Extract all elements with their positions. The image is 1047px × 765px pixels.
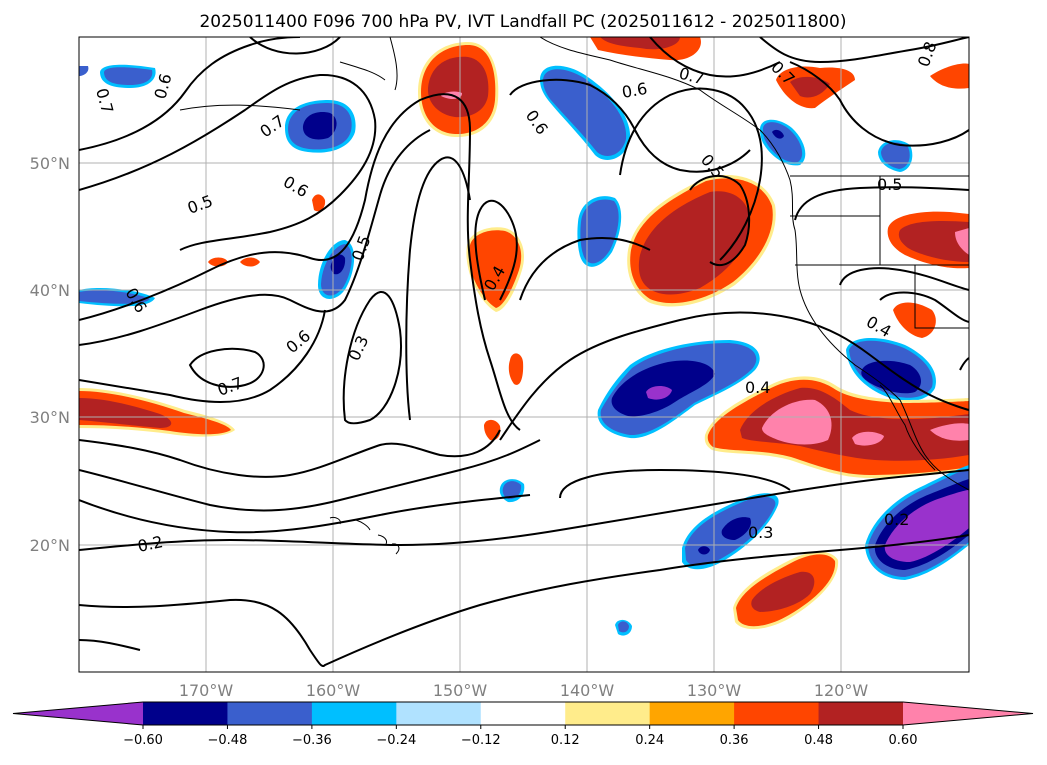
lat-labels: 50°N 40°N 30°N 20°N [30, 154, 70, 555]
contour-label: 0.2 [884, 510, 909, 529]
negative-anomaly [79, 290, 150, 304]
negative-anomaly [543, 69, 627, 156]
lon-label: 160°W [306, 681, 361, 700]
colorbar-segment [227, 702, 313, 725]
contour-label: 0.4 [745, 378, 770, 397]
positive-anomaly [312, 194, 326, 212]
positive-anomaly [508, 353, 524, 385]
positive-anomaly [762, 399, 832, 445]
lon-label: 170°W [179, 681, 234, 700]
lon-label: 120°W [814, 681, 869, 700]
map-frame [78, 36, 970, 673]
lon-label: 150°W [433, 681, 488, 700]
shaded-field [79, 37, 969, 636]
negative-anomaly [104, 67, 153, 85]
colorbar-segment [143, 702, 228, 725]
negative-anomaly [618, 621, 629, 633]
positive-anomaly [427, 56, 489, 118]
colorbar-tick-label: −0.24 [376, 733, 416, 748]
pv-contours [79, 37, 969, 668]
colorbar-segment [734, 702, 820, 725]
colorbar-tick-label: −0.48 [208, 733, 248, 748]
positive-anomaly [79, 398, 172, 428]
map-panel: 0.6 0.7 0.7 0.6 0.5 0.6 0.5 0.6 0.3 0.7 … [79, 37, 969, 672]
colorbar-segment [311, 702, 397, 725]
colorbar-segment [818, 702, 904, 725]
negative-anomaly [79, 66, 89, 76]
negative-anomaly [698, 546, 710, 555]
colorbar-segment [396, 702, 482, 725]
colorbar-tick-label: 0.60 [889, 733, 918, 748]
lat-label: 30°N [30, 408, 70, 427]
colorbar-segment [480, 702, 566, 725]
positive-anomaly [898, 220, 969, 262]
positive-anomaly [930, 63, 969, 89]
colorbar-segment [649, 702, 735, 725]
contour-label: 0.2 [136, 532, 165, 556]
positive-anomaly [930, 423, 969, 441]
colorbar-extend-max [903, 702, 1033, 725]
figure-title: 2025011400 F096 700 hPa PV, IVT Landfall… [199, 12, 846, 32]
negative-anomaly [330, 254, 346, 275]
positive-anomaly [893, 302, 936, 338]
colorbar-tick-label: 0.24 [635, 733, 664, 748]
positive-anomaly [955, 228, 969, 255]
positive-anomaly [751, 571, 815, 612]
graticule [79, 37, 969, 672]
negative-anomaly [502, 481, 522, 500]
positive-anomaly [790, 76, 830, 98]
negative-anomaly [646, 386, 672, 400]
negative-anomaly [861, 360, 922, 394]
colorbar-tick-label: 0.48 [804, 733, 833, 748]
negative-anomaly [881, 142, 910, 169]
contour-label: 0.5 [877, 175, 902, 194]
lat-label: 20°N [30, 536, 70, 555]
lon-label: 130°W [687, 681, 742, 700]
negative-anomaly [302, 112, 337, 140]
colorbar-tick-label: −0.12 [461, 733, 501, 748]
colorbar-tick-label: 0.12 [551, 733, 580, 748]
lat-label: 50°N [30, 154, 70, 173]
colorbar-tick-label: −0.36 [292, 733, 332, 748]
positive-anomaly [240, 257, 260, 267]
lon-labels: 170°W 160°W 150°W 140°W 130°W 120°W [179, 681, 869, 700]
colorbar-tick-label: 0.36 [720, 733, 749, 748]
lon-label: 140°W [560, 681, 615, 700]
negative-anomaly [772, 129, 784, 139]
colorbar-extend-min [13, 702, 143, 725]
positive-anomaly [638, 191, 750, 295]
positive-anomaly [600, 37, 680, 50]
colorbar-tick-label: −0.60 [123, 733, 163, 748]
lat-label: 40°N [30, 281, 70, 300]
contour-label: 0.6 [620, 79, 648, 102]
positive-anomaly [852, 431, 884, 446]
colorbar-segment [565, 702, 651, 725]
negative-anomaly [580, 199, 619, 264]
coastlines [179, 37, 969, 555]
contour-label: 0.3 [748, 523, 773, 542]
negative-anomaly [721, 517, 751, 540]
colorbar: −0.60 −0.48 −0.36 −0.24 −0.12 0.12 0.24 0.36 0.4… [12, 701, 1034, 748]
